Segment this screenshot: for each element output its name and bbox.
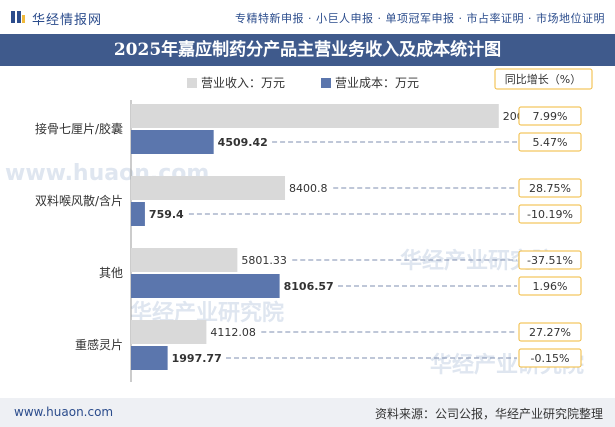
yoy-header-box: [494, 68, 593, 90]
bar-cost: [131, 130, 214, 154]
category-label: 双料喉风散/含片: [35, 193, 123, 208]
category-label: 其他: [99, 266, 123, 280]
data-label-revenue: 4112.08: [210, 326, 256, 339]
footer-source: 资料来源：公司公报，华经产业研究院整理: [374, 407, 603, 421]
yoy-box-cost: [518, 276, 582, 296]
yoy-box-cost: [518, 132, 582, 152]
data-label-revenue: 8400.8: [289, 182, 328, 195]
data-label-cost: 8106.57: [284, 280, 334, 293]
yoy-value-cost: -0.15%: [531, 352, 570, 365]
chart-title: 2025年嘉应制药分产品主营业务收入及成本统计图: [0, 34, 615, 66]
legend-label-cost: 营业成本：万元: [335, 76, 419, 90]
legend-swatch-cost: [321, 78, 331, 88]
category-label: 接骨七厘片/胶囊: [35, 121, 123, 136]
yoy-box-revenue: [518, 106, 582, 126]
bar-revenue: [131, 248, 238, 272]
data-label-revenue: 5801.33: [241, 254, 287, 267]
logo-text: 华经情报网: [32, 13, 103, 28]
bar-revenue: [131, 176, 286, 200]
yoy-box-cost: [518, 204, 582, 224]
legend-label-revenue: 营业收入：万元: [201, 76, 285, 90]
yoy-value-cost: 5.47%: [533, 136, 568, 149]
yoy-box-revenue: [518, 178, 582, 198]
yoy-value-revenue: -37.51%: [527, 254, 573, 267]
footer-bar: www.huaon.com 资料来源：公司公报，华经产业研究院整理: [0, 398, 615, 427]
top-bar: 华经情报网 专精特新申报 · 小巨人申报 · 单项冠军申报 · 市占率证明 · …: [0, 0, 615, 34]
yoy-box-cost: [518, 348, 582, 368]
data-label-cost: 4509.42: [218, 136, 268, 149]
data-label-cost: 759.4: [149, 208, 184, 221]
bar-cost: [131, 346, 168, 370]
yoy-box-revenue: [518, 322, 582, 342]
yoy-value-revenue: 28.75%: [529, 182, 571, 195]
yoy-value-cost: 1.96%: [533, 280, 568, 293]
bar-revenue: [131, 320, 207, 344]
yoy-box-revenue: [518, 250, 582, 270]
bar-cost: [131, 202, 145, 226]
yoy-header: 同比增长（%）: [505, 72, 581, 86]
logo-icon: [11, 11, 25, 23]
legend-swatch-revenue: [187, 78, 197, 88]
footer-site[interactable]: www.huaon.com: [14, 405, 114, 419]
bar-cost: [131, 274, 280, 298]
data-label-cost: 1997.77: [172, 352, 222, 365]
top-links[interactable]: 专精特新申报 · 小巨人申报 · 单项冠军申报 · 市占率证明 · 市场地位证明: [235, 12, 605, 25]
yoy-value-cost: -10.19%: [527, 208, 573, 221]
category-label: 重感灵片: [75, 337, 123, 352]
bar-revenue: [131, 104, 499, 128]
yoy-value-revenue: 7.99%: [533, 110, 568, 123]
yoy-value-revenue: 27.27%: [529, 326, 571, 339]
